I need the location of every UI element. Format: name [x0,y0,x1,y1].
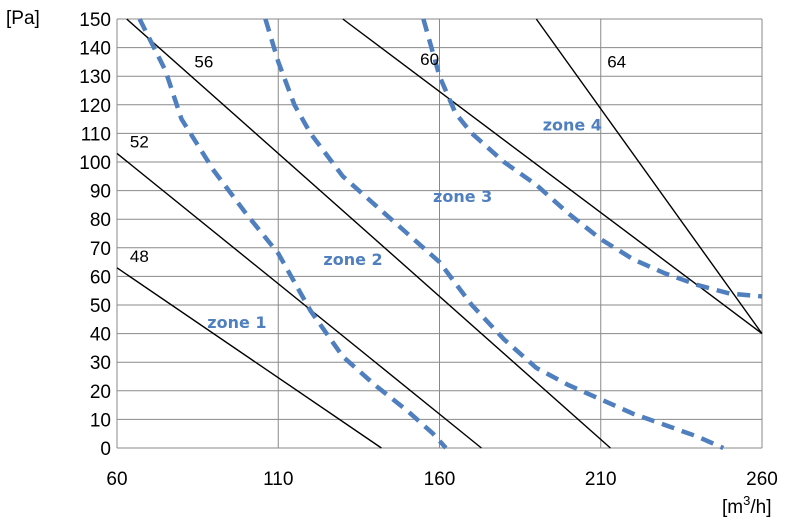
line-series [116,18,763,449]
y-tick-label: 60 [90,267,111,288]
line-series-48 [116,267,382,449]
zone-boundary-curve-2 [263,18,725,451]
line-series-60 [342,18,763,335]
y-tick-label: 10 [90,410,111,431]
zone-label: zone 2 [323,250,382,269]
x-tick-label: 260 [746,469,778,490]
zone-boundary-curve-3 [421,18,763,299]
y-tick-label: 150 [79,10,111,31]
line-label-60: 60 [420,50,439,69]
line-label-64: 64 [607,53,626,72]
zone-label: zone 3 [433,187,492,206]
y-tick-label: 110 [81,124,111,145]
zone-boundaries [137,17,763,451]
y-tick-label: 90 [90,182,111,203]
x-axis-label-prefix: [m [722,497,743,518]
zone-label: zone 4 [543,116,602,135]
y-tick-label: 50 [90,296,111,317]
zone-labels: zone 1 zone 2 zone 3 zone 4 [207,116,602,332]
x-axis-label-suffix: /h] [750,497,771,518]
y-tick-label: 20 [90,382,111,403]
line-labels: 48 52 56 60 64 [130,50,626,266]
y-tick-label: 0 [100,439,111,460]
x-axis-label: [m3/h] [722,493,771,518]
y-tick-label: 100 [79,153,111,174]
x-tick-label: 110 [263,469,293,490]
y-tick-labels: 0 10 20 30 40 50 60 70 80 90 100 110 120 130 140 150 [79,10,111,460]
line-series-52 [116,152,482,449]
line-series-64 [535,18,763,335]
line-label-56: 56 [194,53,213,72]
y-tick-label: 140 [79,39,111,60]
y-tick-label: 120 [79,96,111,117]
line-label-48: 48 [130,247,149,266]
y-tick-label: 80 [90,210,111,231]
x-axis-label-superscript: 3 [743,493,750,508]
grid [116,18,763,449]
x-tick-labels: 60 110 160 210 260 [106,469,777,490]
y-tick-label: 130 [79,67,111,88]
line-series-56 [126,18,611,449]
y-tick-label: 70 [90,239,111,260]
line-label-52: 52 [130,133,149,152]
y-tick-label: 30 [90,353,111,374]
x-tick-label: 210 [585,469,617,490]
y-axis-label: [Pa] [6,8,40,29]
x-tick-label: 160 [424,469,456,490]
y-tick-label: 40 [90,325,111,346]
zone-boundary-curve-1 [137,17,448,450]
zone-label: zone 1 [207,313,266,332]
x-tick-label: 60 [106,469,127,490]
